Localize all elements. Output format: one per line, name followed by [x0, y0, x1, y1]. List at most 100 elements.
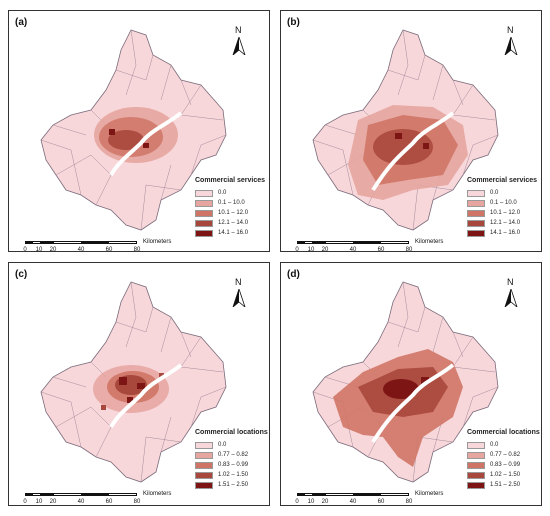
choropleth-map: [40, 29, 227, 231]
legend-label: 0.83 – 0.99: [218, 462, 249, 468]
scale-tick: 40: [349, 247, 357, 253]
map-panel-c: (c) N Commercial locations 0.0 0.77 – 0.…: [8, 262, 270, 506]
choropleth-map: [40, 281, 227, 483]
legend-item: 1.51 – 2.50: [467, 480, 540, 490]
map-legend: Commercial locations 0.0 0.77 – 0.82 0.8…: [467, 429, 540, 490]
legend-item: 0.0: [467, 440, 540, 450]
scale-bar: Kilometers 0 10 20 40 60 80: [295, 239, 443, 263]
map-panel-d: (d) N Commercial locations 0.0 0.77 – 0.…: [280, 262, 542, 506]
river: [371, 363, 455, 444]
scale-tick: 40: [349, 499, 357, 505]
legend-item: 0.77 – 0.82: [467, 450, 540, 460]
map-legend: Commercial locations 0.0 0.77 – 0.82 0.8…: [195, 429, 268, 490]
legend-item: 1.02 – 1.50: [467, 470, 540, 480]
legend-label: 0.77 – 0.82: [218, 452, 249, 458]
scale-tick: 0: [23, 247, 27, 253]
urban-core-shading: [93, 365, 169, 413]
legend-item: 0.1 – 10.0: [467, 198, 537, 208]
legend-label: 0.83 – 0.99: [490, 462, 521, 468]
legend-item: 10.1 – 12.0: [467, 208, 537, 218]
legend-item: 12.1 – 14.0: [195, 218, 265, 228]
scale-bar: Kilometers 0 10 20 40 60 80: [23, 491, 171, 515]
panel-label: (a): [15, 17, 28, 28]
legend-label: 1.02 – 1.50: [218, 472, 249, 478]
scale-unit: Kilometers: [143, 491, 172, 497]
urban-core-shading: [94, 107, 178, 163]
choropleth-map: [312, 281, 499, 483]
legend-label: 1.51 – 2.50: [490, 482, 521, 488]
scale-tick: 20: [321, 247, 329, 253]
north-label: N: [507, 25, 514, 35]
legend-item: 0.0: [467, 188, 537, 198]
legend-item: 0.0: [195, 188, 265, 198]
panel-label: (b): [287, 17, 300, 28]
north-label: N: [235, 25, 242, 35]
legend-item: 0.1 – 10.0: [195, 198, 265, 208]
scale-tick: 80: [405, 247, 413, 253]
legend-label: 0.77 – 0.82: [490, 452, 521, 458]
scale-bar: Kilometers 0 10 20 40 60 80: [295, 491, 443, 515]
panel-label: (c): [15, 269, 28, 280]
map-legend: Commercial services 0.0 0.1 – 10.0 10.1 …: [195, 177, 265, 238]
legend-title: Commercial services: [195, 177, 266, 184]
scale-bar: Kilometers 0 10 20 40 60 80: [23, 239, 171, 263]
scale-unit: Kilometers: [415, 491, 444, 497]
scale-unit: Kilometers: [415, 239, 444, 245]
legend-label: 10.1 – 12.0: [490, 210, 521, 216]
scale-tick: 0: [295, 247, 299, 253]
north-arrow-icon: N: [503, 277, 519, 307]
legend-label: 0.0: [218, 190, 227, 196]
scale-tick: 40: [77, 499, 85, 505]
scale-tick: 0: [295, 499, 299, 505]
legend-item: 14.1 – 16.0: [467, 228, 537, 238]
scale-unit: Kilometers: [143, 239, 172, 245]
scale-tick: 60: [377, 247, 385, 253]
scale-tick: 0: [23, 499, 27, 505]
legend-label: 0.1 – 10.0: [218, 200, 245, 206]
scale-tick: 80: [133, 247, 141, 253]
north-arrow-icon: N: [231, 277, 247, 307]
north-label: N: [507, 277, 514, 287]
legend-label: 0.0: [490, 190, 499, 196]
legend-label: 12.1 – 14.0: [218, 220, 249, 226]
legend-item: 0.83 – 0.99: [195, 460, 268, 470]
legend-label: 1.02 – 1.50: [490, 472, 521, 478]
legend-item: 0.83 – 0.99: [467, 460, 540, 470]
legend-item: 1.02 – 1.50: [195, 470, 268, 480]
scale-tick: 60: [105, 247, 113, 253]
north-label: N: [235, 277, 242, 287]
choropleth-map: [312, 29, 499, 231]
scale-tick: 40: [77, 247, 85, 253]
legend-item: 14.1 – 16.0: [195, 228, 265, 238]
scale-tick: 80: [133, 499, 141, 505]
legend-item: 10.1 – 12.0: [195, 208, 265, 218]
legend-label: 1.51 – 2.50: [218, 482, 249, 488]
scale-tick: 10: [35, 247, 43, 253]
legend-label: 0.0: [218, 442, 227, 448]
legend-title: Commercial locations: [467, 429, 540, 436]
legend-label: 14.1 – 16.0: [218, 230, 249, 236]
map-panel-b: (b) N Commercial services 0.0 0.1 – 10.0…: [280, 10, 542, 253]
scale-tick: 20: [321, 499, 329, 505]
map-legend: Commercial services 0.0 0.1 – 10.0 10.1 …: [467, 177, 537, 238]
north-arrow-icon: N: [231, 25, 247, 55]
legend-item: 0.0: [195, 440, 268, 450]
legend-label: 12.1 – 14.0: [490, 220, 521, 226]
scale-tick: 20: [49, 247, 57, 253]
scale-tick: 10: [307, 499, 315, 505]
scale-tick: 60: [105, 499, 113, 505]
legend-item: 12.1 – 14.0: [467, 218, 537, 228]
river: [371, 111, 455, 192]
legend-label: 10.1 – 12.0: [218, 210, 249, 216]
scale-tick: 60: [377, 499, 385, 505]
legend-label: 14.1 – 16.0: [490, 230, 521, 236]
legend-title: Commercial services: [467, 177, 538, 184]
legend-item: 0.77 – 0.82: [195, 450, 268, 460]
scale-tick: 80: [405, 499, 413, 505]
legend-label: 0.0: [490, 442, 499, 448]
legend-title: Commercial locations: [195, 429, 268, 436]
river: [109, 111, 183, 177]
map-panel-a: (a) N Commercial services 0.0 0.1 – 10.0…: [8, 10, 270, 253]
north-arrow-icon: N: [503, 25, 519, 55]
legend-item: 1.51 – 2.50: [195, 480, 268, 490]
